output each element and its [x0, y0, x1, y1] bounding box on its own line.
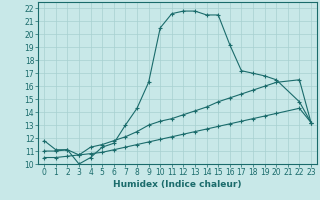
X-axis label: Humidex (Indice chaleur): Humidex (Indice chaleur): [113, 180, 242, 189]
